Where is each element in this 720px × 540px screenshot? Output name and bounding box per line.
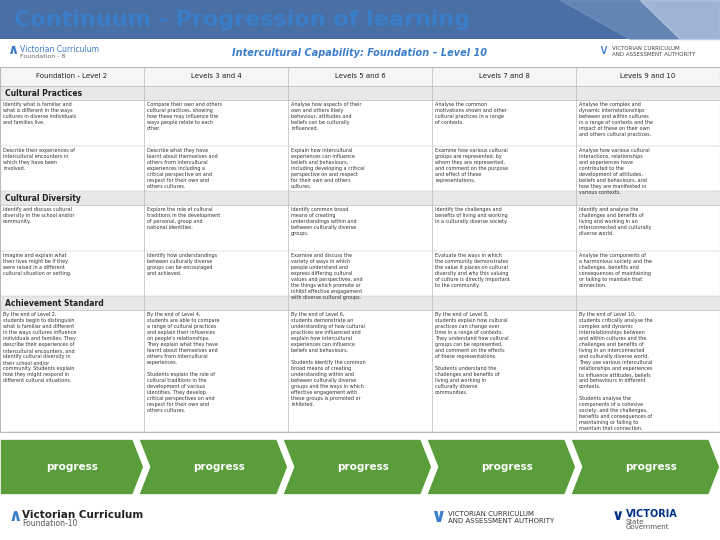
Polygon shape: [0, 439, 144, 495]
Text: ∧: ∧: [8, 507, 22, 525]
Bar: [0, 205, 720, 251]
Bar: [0, 0, 720, 39]
Text: ∧: ∧: [8, 43, 19, 57]
Text: Identify what is familiar and
what is different in the ways
cultures in diverse : Identify what is familiar and what is di…: [3, 102, 76, 125]
Text: Identify and discuss cultural
diversity in the school and/or
community.: Identify and discuss cultural diversity …: [3, 207, 74, 224]
Text: Analyse the complex and
dynamic interrelationships
between and within cultures
i: Analyse the complex and dynamic interrel…: [579, 102, 653, 137]
Text: Levels 9 and 10: Levels 9 and 10: [621, 73, 675, 79]
Bar: [0, 502, 720, 540]
Bar: [0, 296, 720, 310]
Text: ∨: ∨: [598, 43, 608, 57]
Text: Analyse how various cultural
interactions, relationships
and experiences have
co: Analyse how various cultural interaction…: [579, 147, 649, 194]
Bar: [0, 39, 720, 67]
Text: By the end of Level 10,
students critically analyse the
complex and dynamic
inte: By the end of Level 10, students critica…: [579, 313, 652, 431]
Bar: [0, 67, 720, 86]
Text: VICTORIAN CURRICULUM: VICTORIAN CURRICULUM: [612, 46, 680, 51]
Text: Government: Government: [626, 524, 670, 530]
Text: By the end of Level 6,
students demonstrate an
understanding of how cultural
pra: By the end of Level 6, students demonstr…: [291, 313, 366, 407]
Text: Levels 5 and 6: Levels 5 and 6: [335, 73, 385, 79]
Text: Compare their own and others
cultural practices, showing
how these may influence: Compare their own and others cultural pr…: [147, 102, 222, 131]
Bar: [0, 67, 720, 432]
Text: Describe their experiences of
intercultural encounters in
which they have been
i: Describe their experiences of intercultu…: [3, 147, 75, 171]
Text: Intercultural Capability: Foundation – Level 10: Intercultural Capability: Foundation – L…: [233, 48, 487, 58]
Text: By the end of Level 2,
students begin to distinguish
what is familiar and differ: By the end of Level 2, students begin to…: [3, 313, 76, 383]
Text: Levels 7 and 8: Levels 7 and 8: [479, 73, 529, 79]
Text: Explain how intercultural
experiences can influence
beliefs and behaviours,
incl: Explain how intercultural experiences ca…: [291, 147, 364, 188]
Bar: [0, 146, 720, 191]
Text: Analyse how aspects of their
own and others likely
behaviour, attitudes and
beli: Analyse how aspects of their own and oth…: [291, 102, 361, 131]
Text: Cultural Practices: Cultural Practices: [5, 89, 82, 98]
Bar: [0, 310, 720, 432]
Text: Analyse the components of
a harmonious society and the
challenges, benefits and
: Analyse the components of a harmonious s…: [579, 253, 652, 288]
Polygon shape: [426, 439, 576, 495]
Text: Foundation - Level 2: Foundation - Level 2: [37, 73, 107, 79]
Text: ∨: ∨: [430, 508, 446, 526]
Bar: [0, 251, 720, 296]
Polygon shape: [560, 0, 720, 39]
Text: Analyse the common
motivations shown and other
cultural practices in a range
of : Analyse the common motivations shown and…: [435, 102, 507, 125]
Text: AND ASSESSMENT AUTHORITY: AND ASSESSMENT AUTHORITY: [448, 518, 554, 524]
Text: progress: progress: [337, 462, 389, 472]
Bar: [0, 191, 720, 205]
Text: Cultural Diversity: Cultural Diversity: [5, 194, 81, 202]
Polygon shape: [640, 0, 720, 39]
Polygon shape: [138, 439, 288, 495]
Text: progress: progress: [625, 462, 677, 472]
Text: progress: progress: [481, 462, 533, 472]
Text: Identify how understandings
between culturally diverse
groups can be encouraged
: Identify how understandings between cult…: [147, 253, 217, 276]
Text: Continuum - Progression of learning: Continuum - Progression of learning: [14, 10, 470, 30]
Bar: [0, 86, 720, 100]
Text: State: State: [626, 519, 644, 525]
Text: Identify the challenges and
benefits of living and working
in a culturally diver: Identify the challenges and benefits of …: [435, 207, 508, 224]
Bar: [0, 100, 720, 146]
Bar: [0, 67, 720, 432]
Polygon shape: [282, 439, 432, 495]
Text: Victorian Curriculum: Victorian Curriculum: [22, 510, 143, 520]
Text: Victorian Curriculum: Victorian Curriculum: [20, 45, 99, 55]
Text: Explore the role of cultural
traditions in the development
of personal, group an: Explore the role of cultural traditions …: [147, 207, 220, 230]
Polygon shape: [570, 439, 720, 495]
Text: VICTORIAN CURRICULUM: VICTORIAN CURRICULUM: [448, 511, 534, 517]
Text: By the end of Level 4,
students are able to compare
a range of cultural practice: By the end of Level 4, students are able…: [147, 313, 220, 414]
Text: Examine how various cultural
groups are represented, by
whom they are represente: Examine how various cultural groups are …: [435, 147, 508, 183]
Text: Examine and discuss the
variety of ways in which
people understand and
express d: Examine and discuss the variety of ways …: [291, 253, 363, 300]
Text: Foundation-10: Foundation-10: [22, 518, 77, 528]
Text: progress: progress: [46, 462, 98, 472]
Text: progress: progress: [193, 462, 245, 472]
Text: Identify and analyse the
challenges and benefits of
living and working in an
int: Identify and analyse the challenges and …: [579, 207, 652, 236]
Text: Achievement Standard: Achievement Standard: [5, 299, 104, 308]
Text: Describe what they have
learnt about themselves and
others from intercultural
ex: Describe what they have learnt about the…: [147, 147, 217, 188]
Text: Identify common broad
means of creating
understandings within and
between cultur: Identify common broad means of creating …: [291, 207, 356, 236]
Text: ∨: ∨: [612, 509, 624, 523]
Text: Levels 3 and 4: Levels 3 and 4: [191, 73, 241, 79]
Text: Foundation - 8: Foundation - 8: [20, 55, 66, 59]
Text: By the end of Level 8,
students explain how cultural
practices can change over
t: By the end of Level 8, students explain …: [435, 313, 508, 395]
Text: Imagine and explain what
their lives might be if they
were raised in a different: Imagine and explain what their lives mig…: [3, 253, 71, 276]
Text: Evaluate the ways in which
the community demonstrates
the value it places on cul: Evaluate the ways in which the community…: [435, 253, 510, 288]
Text: AND ASSESSMENT AUTHORITY: AND ASSESSMENT AUTHORITY: [612, 52, 696, 57]
Text: VICTORIA: VICTORIA: [626, 509, 678, 519]
